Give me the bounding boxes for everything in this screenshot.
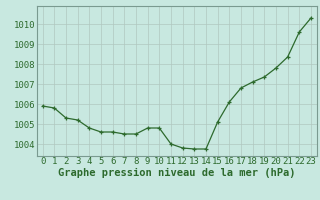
- X-axis label: Graphe pression niveau de la mer (hPa): Graphe pression niveau de la mer (hPa): [58, 168, 296, 178]
